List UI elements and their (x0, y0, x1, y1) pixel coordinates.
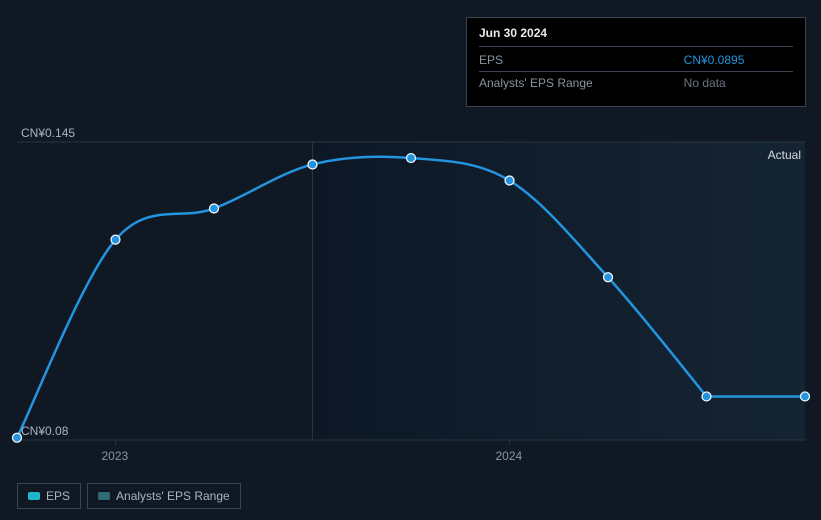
chart-tooltip: Jun 30 2024 EPS CN¥0.0895 Analysts' EPS … (466, 17, 806, 107)
legend-swatch-range (98, 492, 110, 500)
legend-label-eps: EPS (46, 489, 70, 503)
tooltip-date: Jun 30 2024 (479, 26, 793, 47)
legend-item-range[interactable]: Analysts' EPS Range (87, 483, 241, 509)
tooltip-row-range: Analysts' EPS Range No data (479, 72, 793, 93)
tooltip-key-range: Analysts' EPS Range (479, 72, 684, 93)
x-axis-label-0: 2023 (102, 449, 129, 463)
tooltip-val-range: No data (684, 72, 793, 93)
legend-item-eps[interactable]: EPS (17, 483, 81, 509)
tooltip-key-eps: EPS (479, 51, 684, 72)
tooltip-val-eps: CN¥0.0895 (684, 51, 793, 72)
y-axis-max-label: CN¥0.145 (21, 126, 75, 140)
actual-label: Actual (768, 148, 801, 162)
x-axis-label-1: 2024 (496, 449, 523, 463)
chart-legend: EPS Analysts' EPS Range (17, 483, 241, 509)
y-axis-min-label: CN¥0.08 (21, 424, 68, 438)
legend-swatch-eps (28, 492, 40, 500)
tooltip-row-eps: EPS CN¥0.0895 (479, 51, 793, 72)
eps-chart: CN¥0.145 CN¥0.08 Actual 2023 2024 Jun 30… (0, 0, 821, 520)
legend-label-range: Analysts' EPS Range (116, 489, 230, 503)
